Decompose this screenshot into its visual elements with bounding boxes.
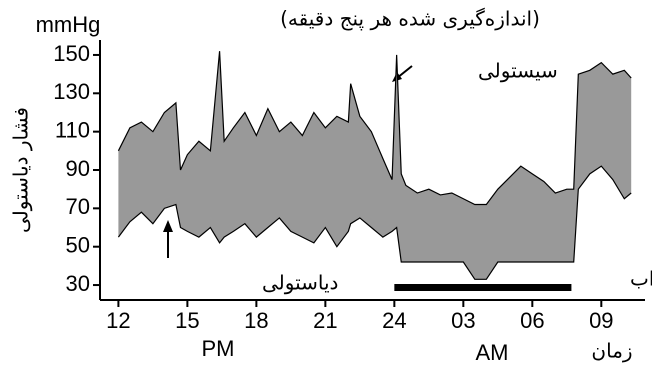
y-tick-label: 130 [53, 79, 90, 104]
y-tick-label: 30 [66, 271, 90, 296]
period-label: AM [476, 340, 509, 365]
x-tick-label: 21 [313, 308, 337, 333]
x-tick-label: 12 [106, 308, 130, 333]
x-tick-label: 09 [589, 308, 613, 333]
x-tick-label: 06 [520, 308, 544, 333]
x-axis-label: زمان [591, 339, 632, 363]
series-line [117, 165, 632, 280]
annotation: سیستولی [478, 59, 558, 83]
y-tick-label: 50 [66, 233, 90, 258]
x-tick-label: 18 [244, 308, 268, 333]
x-tick-label: 15 [175, 308, 199, 333]
x-tick-label: 03 [451, 308, 475, 333]
y-unit: mmHg [36, 12, 101, 37]
x-tick-label: 24 [382, 308, 406, 333]
period-label: PM [202, 336, 235, 361]
y-tick-label: 70 [66, 194, 90, 219]
series-line [117, 51, 632, 206]
annotation: دیاستولی [262, 271, 338, 295]
sleep-bar [394, 284, 572, 291]
y-tick-label: 150 [53, 41, 90, 66]
arrowhead [163, 220, 173, 232]
sleep-label: خواب [630, 267, 652, 291]
y-tick-label: 90 [66, 156, 90, 181]
band-fill [118, 51, 632, 280]
chart-title: (اندازه‌گیری شده هر پنج دقیقه) [280, 7, 540, 32]
y-axis-label: فشار دیاستولی [9, 107, 33, 233]
y-tick-label: 110 [55, 117, 90, 142]
